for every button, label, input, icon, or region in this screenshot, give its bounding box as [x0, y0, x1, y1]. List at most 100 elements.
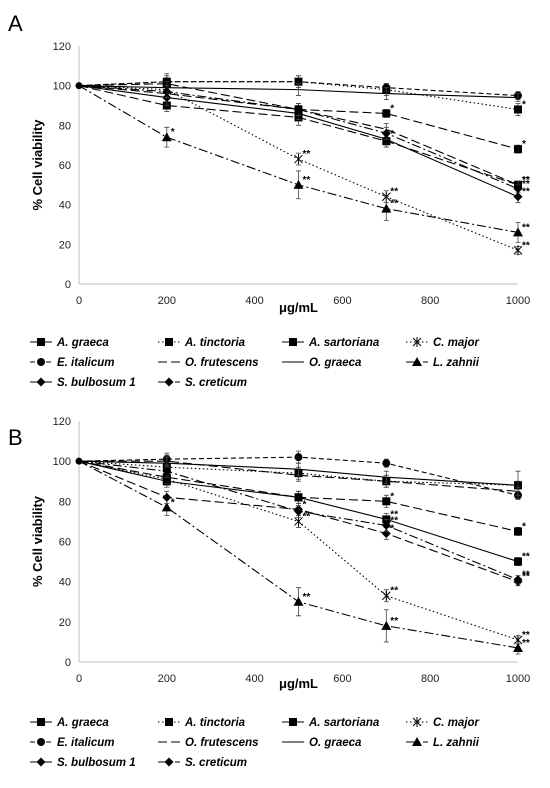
- data-point: [162, 87, 172, 97]
- chart-panel-B: B 0 20 40 60 80 100 120 0 200 400 600 800 1000 μg/mL % …: [8, 416, 530, 769]
- x-axis-title: μg/mL: [279, 676, 318, 691]
- legend-label: S. creticum: [185, 377, 247, 389]
- significance-label: **: [390, 586, 398, 597]
- legend-item: A. graeca: [30, 717, 109, 729]
- legend-label: A. tinctoria: [184, 337, 246, 349]
- data-point: [381, 620, 392, 630]
- significance-label: **: [522, 179, 530, 190]
- significance-label: *: [522, 99, 526, 110]
- significance-label: **: [303, 511, 311, 522]
- legend-item: A. sartoriana: [282, 717, 380, 729]
- legend-label: O. graeca: [309, 737, 362, 749]
- legend-marker: [289, 718, 297, 726]
- data-point: [294, 453, 303, 462]
- significance-label: **: [522, 630, 530, 641]
- y-tick-label: 0: [65, 657, 71, 669]
- error-bar: [383, 87, 389, 100]
- legend-item: A. tinctoria: [158, 717, 246, 729]
- significance-label: **: [522, 175, 530, 186]
- legend-item: A. tinctoria: [158, 337, 246, 349]
- y-tick-label: 40: [59, 200, 71, 212]
- significance-label: *: [390, 103, 394, 114]
- data-point: [381, 203, 392, 213]
- legend: A. graeca A. tinctoria A. sartoriana C. maj…: [30, 337, 480, 389]
- significance-label: *: [390, 491, 394, 502]
- x-tick-label: 0: [76, 295, 82, 307]
- data-point: [294, 506, 303, 516]
- significance-label: **: [390, 187, 398, 198]
- legend-item: O. graeca: [282, 737, 362, 749]
- data-point: [381, 520, 391, 530]
- data-point: [513, 184, 523, 194]
- legend-label: O. graeca: [309, 357, 362, 369]
- significance-label: **: [303, 175, 311, 186]
- legend-marker: [37, 358, 45, 366]
- legend-label: O. frutescens: [185, 357, 259, 369]
- data-point: [294, 516, 303, 527]
- y-tick-label: 80: [59, 120, 71, 132]
- significance-label: *: [522, 139, 526, 150]
- significance-label: *: [522, 521, 526, 532]
- significance-label: *: [171, 127, 175, 138]
- legend-label: S. bulbosum 1: [57, 377, 136, 389]
- legend-item: S. bulbosum 1: [30, 377, 136, 389]
- legend-label: A. tinctoria: [184, 717, 246, 729]
- legend-item: L. zahnii: [406, 737, 480, 749]
- x-tick-label: 1000: [506, 295, 530, 307]
- significance-label: **: [522, 638, 530, 649]
- data-point: [513, 575, 523, 585]
- legend-item: A. sartoriana: [282, 337, 380, 349]
- significance-label: **: [390, 515, 398, 526]
- legend-marker: [36, 757, 46, 767]
- x-tick-label: 200: [158, 673, 176, 685]
- legend-marker: [164, 757, 174, 767]
- legend-item: S. creticum: [158, 377, 247, 389]
- data-point: [514, 527, 522, 536]
- x-tick-label: 200: [158, 295, 176, 307]
- significance-label: **: [522, 187, 530, 198]
- legend-label: A. sartoriana: [308, 337, 380, 349]
- legend-item: S. bulbosum 1: [30, 757, 136, 769]
- series-line: [78, 460, 519, 649]
- significance-label: **: [390, 616, 398, 627]
- legend-marker: [164, 377, 174, 387]
- y-tick-label: 120: [53, 41, 71, 53]
- y-tick-label: 100: [53, 456, 71, 468]
- legend-marker: [37, 738, 45, 746]
- data-point: [514, 145, 522, 154]
- x-tick-label: 600: [333, 673, 351, 685]
- y-tick-label: 100: [53, 81, 71, 93]
- significance-label: *: [390, 523, 394, 534]
- legend-item: E. italicum: [30, 737, 115, 749]
- data-point: [382, 109, 391, 118]
- y-tick-label: 40: [59, 577, 71, 589]
- significance-label: **: [303, 149, 311, 160]
- data-point: [294, 104, 303, 114]
- error-bar: [515, 470, 521, 500]
- data-point: [294, 154, 303, 165]
- legend-item: O. frutescens: [158, 357, 259, 369]
- series-line: [78, 85, 519, 186]
- legend-label: L. zahnii: [433, 737, 480, 749]
- legend-item: O. graeca: [282, 357, 362, 369]
- legend-label: O. frutescens: [185, 737, 259, 749]
- x-tick-label: 600: [333, 295, 351, 307]
- significance-label: **: [522, 240, 530, 251]
- significance-label: **: [390, 509, 398, 520]
- legend-item: S. creticum: [158, 757, 247, 769]
- y-tick-label: 60: [59, 160, 71, 172]
- series-line: [78, 85, 519, 186]
- legend-marker: [37, 718, 45, 726]
- legend-marker: [36, 377, 46, 387]
- series-s-bulbosum-1: ****: [78, 460, 530, 587]
- legend-label: A. sartoriana: [308, 717, 380, 729]
- series-l-zahnii: *******: [78, 85, 530, 243]
- legend-marker: [165, 338, 173, 346]
- data-point: [293, 596, 304, 606]
- data-point: [514, 105, 522, 114]
- x-tick-label: 400: [245, 673, 263, 685]
- error-bar: [383, 470, 389, 484]
- y-axis-title: % Cell viability: [30, 119, 45, 211]
- legend-label: E. italicum: [57, 737, 115, 749]
